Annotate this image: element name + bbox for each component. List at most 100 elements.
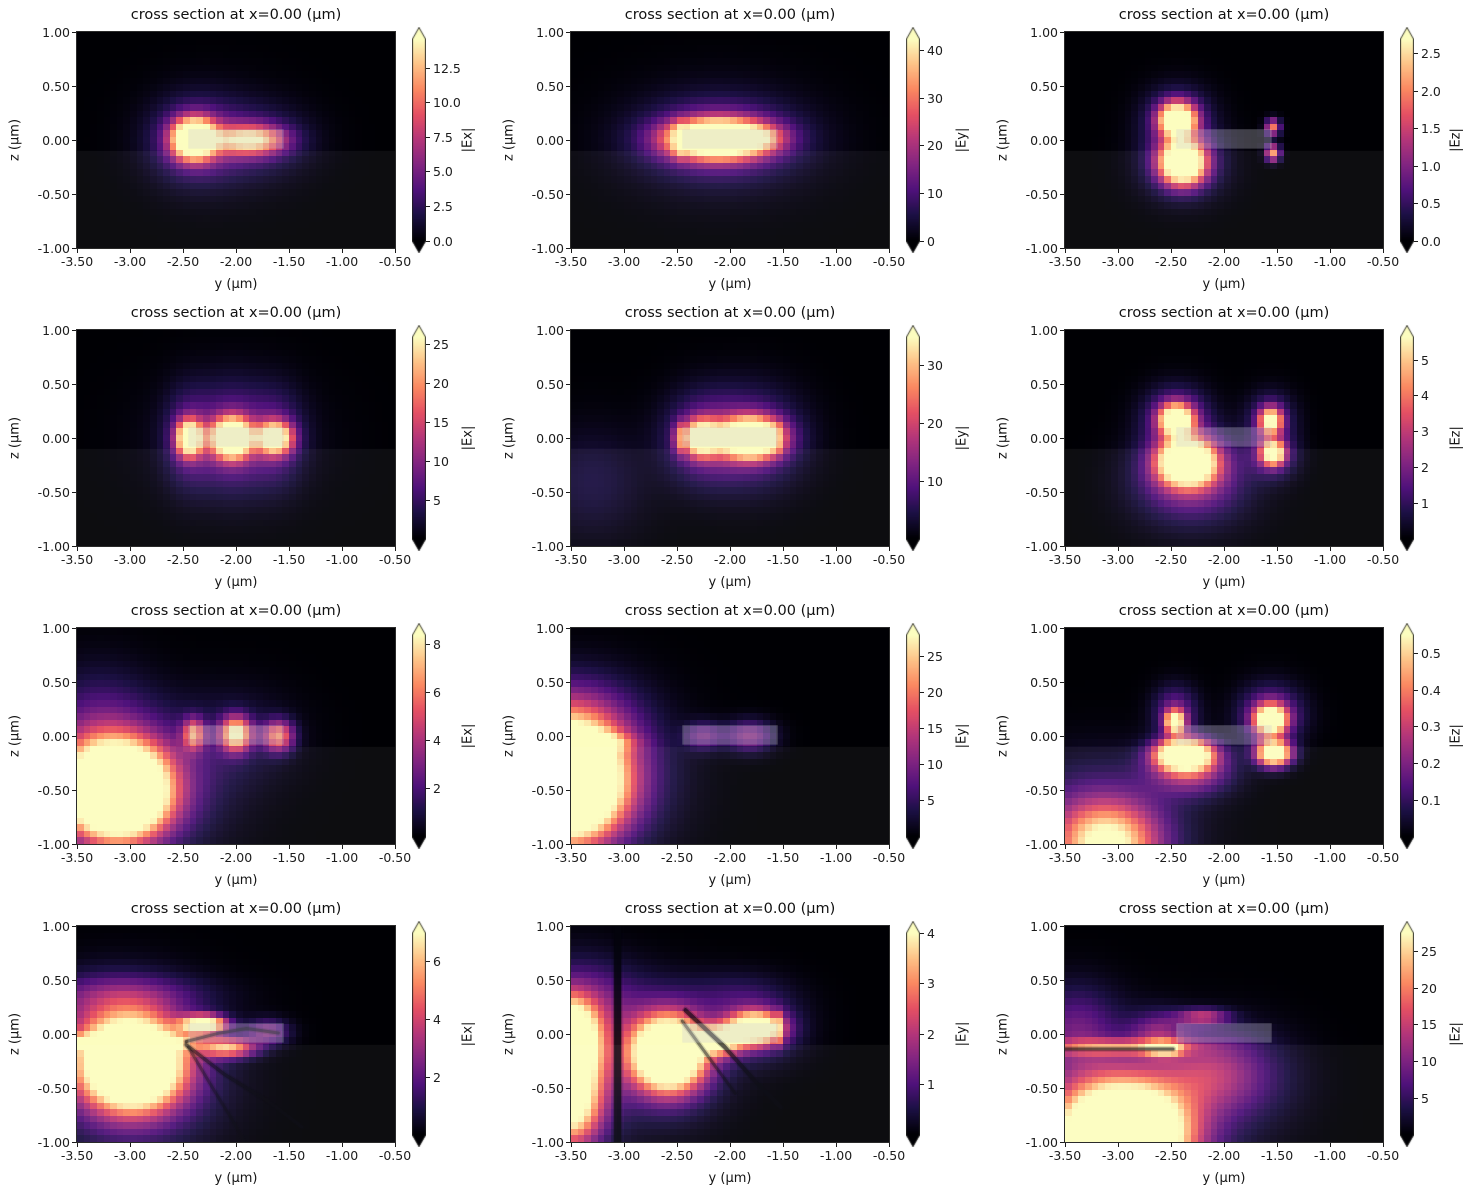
tick-label: 0.00 (1030, 430, 1058, 446)
tick-mark (888, 547, 890, 551)
heatmap-plot (76, 627, 396, 845)
tick-label: -0.50 (1366, 850, 1400, 865)
tick-mark (566, 1087, 570, 1089)
tick-label: -3.00 (1101, 1148, 1135, 1163)
tick-mark (920, 97, 924, 99)
tick-label: -3.00 (113, 254, 147, 269)
tick-label: -0.50 (1025, 186, 1058, 202)
tick-label: -1.00 (37, 538, 70, 554)
tick-mark (76, 845, 78, 849)
tick-label: 1.00 (536, 24, 564, 40)
tick-mark (129, 547, 131, 551)
tick-mark (920, 365, 924, 367)
tick-label: -0.50 (872, 254, 906, 269)
tick-mark (72, 843, 76, 845)
tick-label: 20 (1421, 980, 1437, 996)
tick-mark (1414, 53, 1418, 55)
tick-label: 0.00 (1030, 132, 1058, 148)
tick-label: 1.00 (42, 322, 70, 338)
heatmap-plot (1064, 925, 1384, 1143)
tick-mark (182, 249, 184, 253)
tick-label: 0.50 (42, 376, 70, 392)
tick-label: -1.50 (272, 552, 306, 567)
x-axis-label: y (μm) (708, 277, 752, 292)
tick-label: 10 (927, 473, 943, 489)
tick-mark (72, 735, 76, 737)
tick-label: 4 (433, 733, 441, 749)
tick-mark (1060, 681, 1064, 683)
tick-mark (1276, 1143, 1278, 1147)
tick-mark (835, 1143, 837, 1147)
tick-label: -3.00 (1101, 552, 1135, 567)
tick-mark (72, 979, 76, 981)
tick-mark (920, 192, 924, 194)
tick-label: 3 (1421, 424, 1429, 440)
tick-label: -2.00 (1207, 254, 1241, 269)
colorbar-canvas (1400, 921, 1414, 1147)
tick-label: 8 (433, 637, 441, 653)
tick-mark (835, 547, 837, 551)
subplot-ex-row2: cross section at x=0.00 (μm) z (μm) y (μ… (0, 298, 494, 596)
tick-mark (426, 102, 430, 104)
colorbar-canvas (1400, 325, 1414, 551)
tick-label: 1.00 (42, 24, 70, 40)
tick-label: 10 (1421, 1054, 1437, 1070)
tick-mark (1382, 249, 1384, 253)
tick-mark (1117, 547, 1119, 551)
heatmap-canvas (77, 32, 395, 248)
tick-mark (72, 31, 76, 33)
tick-mark (623, 1143, 625, 1147)
tick-mark (1060, 1141, 1064, 1143)
tick-label: 12.5 (433, 60, 461, 76)
tick-mark (782, 1143, 784, 1147)
tick-label: 2 (433, 781, 441, 797)
tick-mark (920, 423, 924, 425)
tick-label: 1.00 (536, 918, 564, 934)
tick-mark (72, 491, 76, 493)
tick-mark (1382, 1143, 1384, 1147)
tick-label: 5 (1421, 1090, 1429, 1106)
tick-mark (1060, 979, 1064, 981)
tick-label: -0.50 (1366, 552, 1400, 567)
tick-label: -2.00 (1207, 552, 1241, 567)
subplot-ez-row3: cross section at x=0.00 (μm) z (μm) y (μ… (988, 596, 1482, 894)
colorbar-canvas (412, 921, 426, 1147)
tick-label: -3.00 (1101, 254, 1135, 269)
tick-mark (1382, 547, 1384, 551)
tick-label: -3.50 (554, 254, 588, 269)
heatmap-canvas (1065, 926, 1383, 1142)
tick-mark (426, 240, 430, 242)
tick-mark (341, 1143, 343, 1147)
tick-mark (1414, 502, 1418, 504)
tick-mark (888, 845, 890, 849)
tick-mark (566, 627, 570, 629)
tick-label: -3.00 (607, 552, 641, 567)
x-axis-label: y (μm) (1202, 873, 1246, 888)
tick-label: -1.00 (37, 240, 70, 256)
tick-mark (72, 139, 76, 141)
colorbar (906, 325, 920, 551)
tick-mark (426, 499, 430, 501)
tick-mark (1064, 249, 1066, 253)
tick-mark (835, 845, 837, 849)
tick-mark (676, 547, 678, 551)
tick-label: -0.50 (531, 1080, 564, 1096)
tick-label: 4 (927, 925, 935, 941)
tick-mark (1117, 1143, 1119, 1147)
tick-mark (72, 383, 76, 385)
colorbar (906, 623, 920, 849)
tick-label: -3.00 (1101, 850, 1135, 865)
tick-mark (570, 249, 572, 253)
tick-mark (920, 240, 924, 242)
tick-mark (566, 31, 570, 33)
x-axis-label: y (μm) (214, 1171, 258, 1186)
tick-mark (1414, 950, 1418, 952)
tick-mark (676, 845, 678, 849)
tick-label: 25 (927, 649, 943, 665)
tick-mark (426, 740, 430, 742)
tick-mark (1060, 491, 1064, 493)
tick-label: 1.00 (1030, 322, 1058, 338)
tick-label: -1.00 (1025, 538, 1058, 554)
tick-mark (426, 1019, 430, 1021)
